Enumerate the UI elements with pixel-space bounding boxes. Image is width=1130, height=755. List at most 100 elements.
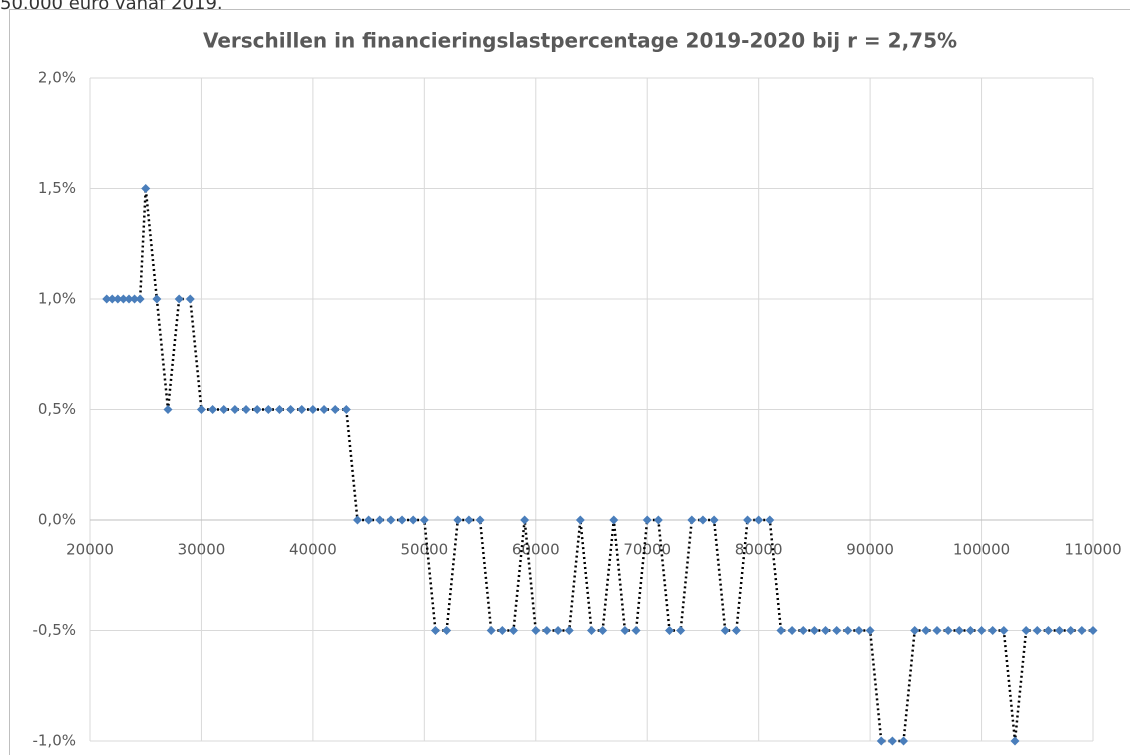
y-tick-label: 2,0%	[38, 69, 76, 87]
marker	[520, 515, 530, 525]
x-tick-label: 70000	[623, 541, 671, 559]
y-tick-label: -1,0%	[32, 732, 76, 750]
marker	[263, 405, 273, 414]
marker	[921, 626, 931, 635]
marker	[709, 515, 719, 525]
marker	[152, 294, 162, 304]
marker	[564, 626, 574, 635]
x-tick-label: 100000	[953, 541, 1010, 559]
marker	[475, 515, 485, 525]
x-tick-label: 30000	[178, 541, 226, 559]
y-tick-label: 0,5%	[38, 400, 76, 418]
marker	[163, 405, 173, 414]
marker	[113, 294, 123, 304]
marker	[102, 294, 112, 304]
x-tick-label: 60000	[512, 541, 560, 559]
x-tick-label: 110000	[1064, 541, 1121, 559]
marker	[631, 626, 641, 635]
marker	[174, 294, 184, 304]
marker	[135, 294, 145, 304]
marker	[508, 626, 518, 635]
y-tick-label: 1,5%	[38, 179, 76, 197]
marker	[832, 626, 842, 635]
marker	[219, 405, 229, 414]
marker	[497, 626, 507, 635]
marker	[687, 515, 697, 525]
y-tick-label: 1,0%	[38, 290, 76, 308]
chart-title: Verschillen in financieringslastpercenta…	[203, 29, 957, 53]
marker	[107, 294, 117, 304]
x-tick-label: 80000	[735, 541, 783, 559]
marker	[809, 626, 819, 635]
marker	[865, 626, 875, 635]
marker	[999, 626, 1009, 635]
x-tick-label: 50000	[400, 541, 448, 559]
marker	[609, 515, 619, 525]
marker	[486, 626, 496, 635]
marker	[319, 405, 329, 414]
x-tick-label: 20000	[66, 541, 114, 559]
marker	[642, 515, 652, 525]
marker	[1055, 626, 1065, 635]
marker	[341, 405, 351, 414]
marker	[375, 515, 385, 525]
marker	[208, 405, 218, 414]
marker	[430, 626, 440, 635]
x-tick-label: 40000	[289, 541, 337, 559]
marker	[720, 626, 730, 635]
marker	[464, 515, 474, 525]
marker	[854, 626, 864, 635]
marker	[286, 405, 296, 414]
marker	[843, 626, 853, 635]
y-tick-label: 0,0%	[38, 511, 76, 529]
caption: 50.000 euro vanaf 2019.	[0, 0, 223, 14]
marker	[1010, 736, 1020, 746]
marker	[352, 515, 362, 525]
marker	[118, 294, 128, 304]
marker	[297, 405, 307, 414]
marker	[887, 736, 897, 746]
marker	[787, 626, 797, 635]
marker	[598, 626, 608, 635]
marker	[196, 405, 206, 414]
x-tick-label: 90000	[846, 541, 894, 559]
marker	[442, 626, 452, 635]
marker	[124, 294, 134, 304]
marker	[776, 626, 786, 635]
marker	[252, 405, 262, 414]
marker	[653, 515, 663, 525]
marker	[876, 736, 886, 746]
marker	[364, 515, 374, 525]
marker	[274, 405, 284, 414]
chart-frame	[9, 9, 1130, 755]
marker	[408, 515, 418, 525]
marker	[553, 626, 563, 635]
marker	[542, 626, 552, 635]
marker	[743, 515, 753, 525]
marker	[575, 515, 585, 525]
marker	[1066, 626, 1076, 635]
marker	[676, 626, 686, 635]
marker	[698, 515, 708, 525]
marker	[1021, 626, 1031, 635]
marker	[932, 626, 942, 635]
marker	[1077, 626, 1087, 635]
marker	[531, 626, 541, 635]
marker	[821, 626, 831, 635]
marker	[587, 626, 596, 635]
marker	[977, 626, 987, 635]
marker	[954, 626, 964, 635]
marker	[765, 515, 775, 525]
marker	[386, 515, 396, 525]
marker	[910, 626, 920, 635]
marker	[453, 515, 463, 525]
marker	[1032, 626, 1042, 635]
marker	[899, 736, 909, 746]
y-tick-label: -0,5%	[32, 621, 76, 639]
marker	[665, 626, 675, 635]
marker	[308, 405, 318, 414]
marker	[1088, 626, 1098, 635]
marker	[731, 626, 741, 635]
